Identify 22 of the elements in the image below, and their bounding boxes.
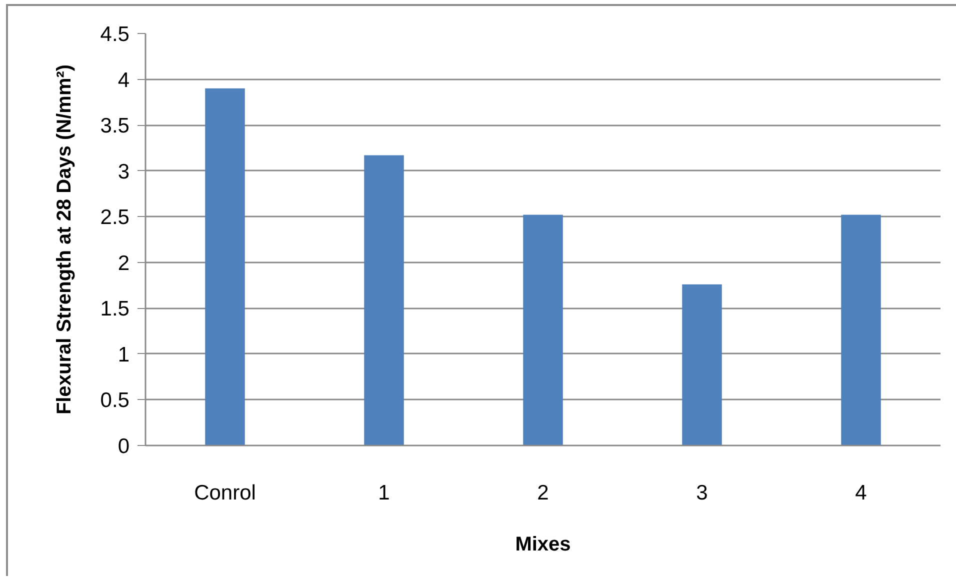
x-tick-label: 4 xyxy=(855,482,868,504)
x-tick-label: 2 xyxy=(537,482,549,504)
x-axis-title: Mixes xyxy=(515,534,571,556)
bar xyxy=(364,155,404,446)
y-tick-label: 1.5 xyxy=(100,298,130,321)
x-tick-label: Conrol xyxy=(194,482,256,504)
y-tick-label: 1 xyxy=(118,343,130,366)
y-tick-label: 4.5 xyxy=(100,23,130,46)
y-tick-label: 2 xyxy=(118,252,130,275)
x-tick-label: 1 xyxy=(378,482,390,504)
x-tick-label: 3 xyxy=(696,482,708,504)
bar xyxy=(682,284,722,446)
bar xyxy=(841,214,881,446)
y-tick-label: 2.5 xyxy=(100,206,130,230)
y-tick-label: 4 xyxy=(118,68,130,92)
bar xyxy=(205,88,245,446)
y-axis-title: Flexural Strength at 28 Days (N/mm²) xyxy=(53,64,76,415)
y-tick-label: 0.5 xyxy=(100,389,130,412)
y-tick-label: 3 xyxy=(118,160,130,184)
y-tick-label: 3.5 xyxy=(100,114,130,138)
y-tick-label: 0 xyxy=(118,435,130,458)
bar xyxy=(523,214,563,446)
